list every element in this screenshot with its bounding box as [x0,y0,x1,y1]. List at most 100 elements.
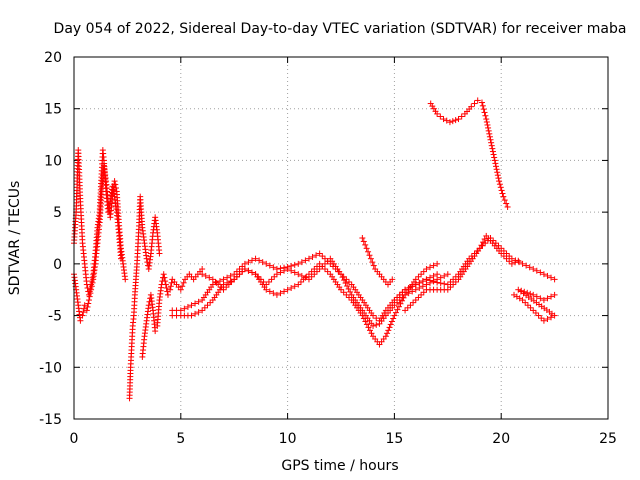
data-point [518,287,525,294]
data-point [430,272,437,279]
data-point [394,294,401,301]
data-point [492,160,499,167]
data-point [273,291,280,298]
data-point [370,262,377,269]
data-point [416,279,423,286]
data-point [156,250,163,257]
data-point [444,286,451,293]
data-point [402,307,409,314]
data-point [487,136,494,143]
data-point [476,245,483,252]
data-point [77,317,84,324]
data-point [233,268,240,275]
data-point [295,281,302,288]
data-point [291,261,298,268]
y-tick-label: 5 [53,205,62,221]
data-point [530,307,537,314]
y-tick-label: 0 [53,257,62,273]
data-point [416,284,423,291]
data-point [500,253,507,260]
x-tick-label: 20 [492,431,510,447]
data-point [402,286,409,293]
data-point [434,110,441,117]
data-point [163,284,170,291]
data-point [494,172,501,179]
data-point [117,255,124,262]
data-point [508,255,515,262]
data-point [490,151,497,158]
data-point [365,248,372,255]
data-point [427,264,433,271]
data-point [412,281,419,288]
data-point [497,184,504,191]
data-point [389,276,396,283]
data-point [209,276,216,283]
data-point [447,284,454,291]
data-point [311,271,318,278]
data-point [515,286,522,293]
data-point [384,330,391,337]
data-point [86,288,93,295]
data-point [83,307,90,314]
data-point [263,281,270,288]
data-point [263,286,270,293]
data-point [449,118,456,125]
data-point [295,260,302,267]
data-point [319,253,326,260]
data-point [105,205,112,212]
data-point [321,255,328,262]
data-point [430,262,437,269]
data-point [533,293,540,300]
data-point [164,291,171,298]
data-point [423,281,430,288]
data-point [521,288,528,295]
data-point [362,241,369,248]
data-point [162,281,169,288]
data-point [405,290,412,297]
data-point [366,252,373,259]
series-arc-early-2 [71,147,124,298]
data-point [419,283,426,290]
data-point [386,324,393,331]
data-point [110,190,117,197]
data-point [407,302,414,309]
data-point [387,321,394,328]
y-tick-label: 15 [44,102,62,118]
data-point [485,127,492,134]
series-arc-late-1 [391,235,558,304]
data-point [359,235,366,241]
data-point [291,283,298,290]
x-tick-label: 0 [70,431,79,447]
plot-frame [73,56,609,420]
data-point [145,302,152,309]
x-tick-label: 15 [385,431,403,447]
data-point [110,186,117,193]
data-point [427,277,433,284]
data-point [523,262,530,269]
data-point [281,267,288,274]
data-point [324,268,331,275]
y-tick-label: 20 [44,50,62,66]
x-tick-label: 10 [279,431,297,447]
data-point [177,307,184,314]
series-arc-early-4 [139,266,206,360]
data-point [479,102,486,109]
data-point [506,253,513,260]
data-point [245,259,252,266]
data-point [346,278,353,285]
data-point [402,291,409,298]
data-point [227,278,234,285]
data-point [288,284,295,291]
data-point [447,278,454,285]
data-point [508,260,515,267]
data-point [298,259,305,266]
data-point [478,242,485,249]
data-point [415,273,422,280]
data-point [340,289,347,296]
data-point [538,315,545,322]
data-point [409,288,416,295]
data-point [496,181,503,188]
data-point [106,202,113,209]
data-point [270,264,277,271]
data-point [284,266,291,273]
